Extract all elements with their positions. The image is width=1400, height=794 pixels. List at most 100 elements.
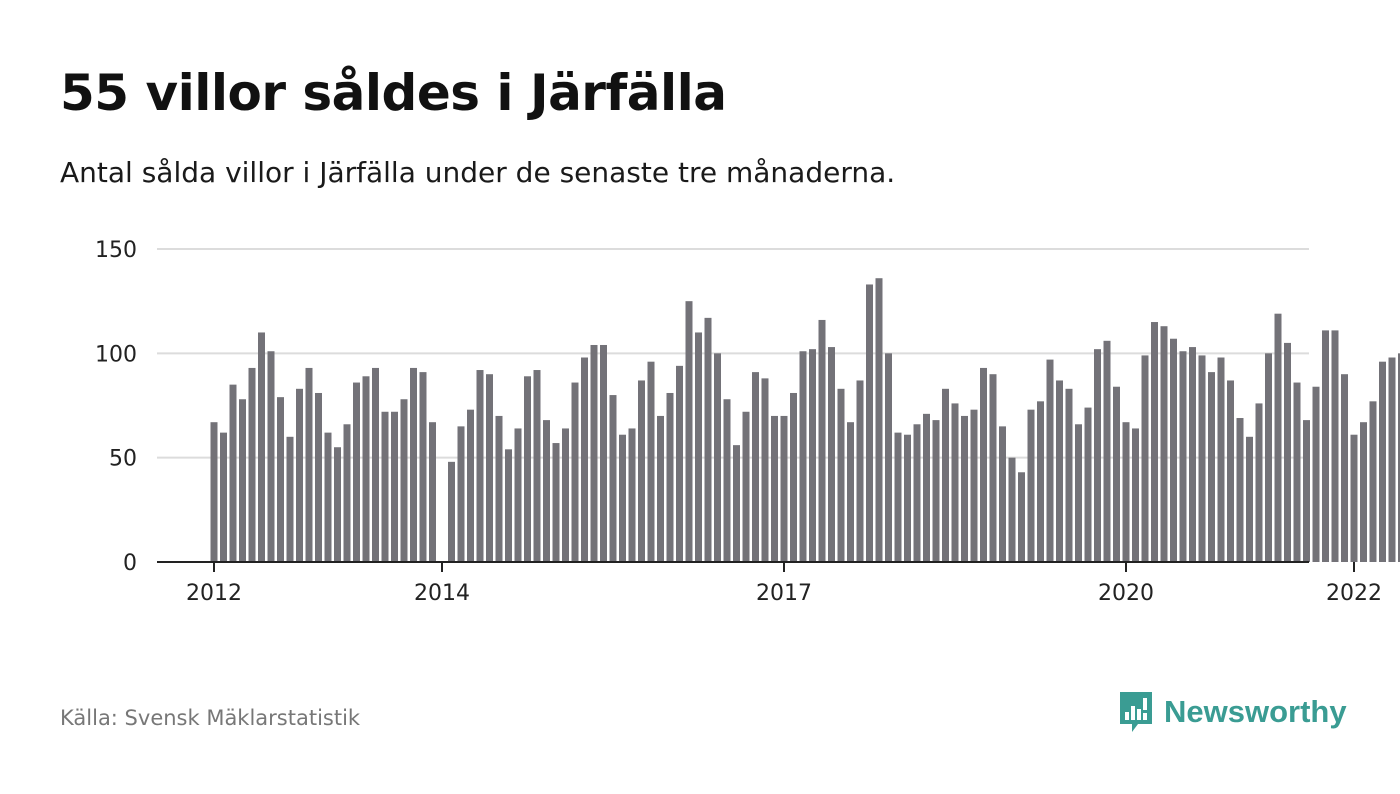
x-axis-ticks: 2012 2014 2017 2020 2022 xyxy=(186,562,1382,606)
bar xyxy=(733,445,740,562)
bar xyxy=(1246,436,1253,562)
bar xyxy=(467,409,474,562)
bar xyxy=(1198,355,1206,562)
bar xyxy=(752,372,759,562)
bars xyxy=(210,278,1400,562)
y-tick-label: 50 xyxy=(109,447,137,472)
bar xyxy=(628,428,636,562)
bar xyxy=(315,392,322,562)
bar-chart-speech-bubble-icon xyxy=(1120,692,1152,732)
bar xyxy=(1179,351,1187,562)
bar xyxy=(1160,326,1168,562)
bar xyxy=(381,411,389,562)
bar xyxy=(818,319,826,562)
bar xyxy=(1103,340,1111,562)
bar xyxy=(324,432,332,562)
bar xyxy=(362,376,370,562)
bar xyxy=(1255,403,1263,562)
bar xyxy=(505,449,512,562)
bar xyxy=(372,367,379,562)
x-tick-label: 2022 xyxy=(1326,581,1382,606)
bar xyxy=(704,317,712,562)
bar xyxy=(1293,382,1301,562)
bar xyxy=(932,420,940,562)
bar xyxy=(258,332,265,562)
bar xyxy=(828,347,835,562)
y-tick-label: 100 xyxy=(95,342,137,367)
bar xyxy=(856,380,864,562)
bar xyxy=(600,344,607,562)
bar xyxy=(1369,401,1377,562)
bar xyxy=(1303,420,1310,562)
x-tick-label: 2020 xyxy=(1098,581,1154,606)
bar xyxy=(647,361,655,562)
bar xyxy=(1236,418,1244,562)
bar xyxy=(771,415,778,562)
y-axis-ticks: 0 50 100 150 xyxy=(95,238,137,576)
bar xyxy=(1056,380,1063,562)
bar xyxy=(1037,401,1044,562)
bar xyxy=(1227,380,1234,562)
x-tick-label: 2014 xyxy=(414,581,470,606)
bar xyxy=(571,382,579,562)
y-tick-label: 0 xyxy=(123,551,137,576)
bar xyxy=(1170,338,1177,562)
bar xyxy=(951,403,959,562)
chart-title: 55 villor såldes i Järfälla xyxy=(60,64,727,122)
bar xyxy=(229,384,237,562)
bar xyxy=(286,436,294,562)
bar xyxy=(942,388,949,562)
bar xyxy=(695,332,702,562)
bar xyxy=(353,382,360,562)
source-note: Källa: Svensk Mäklarstatistik xyxy=(60,706,361,730)
bar xyxy=(1284,342,1291,562)
bar xyxy=(638,380,645,562)
brand-logo[interactable]: Newsworthy xyxy=(1118,690,1347,734)
bar xyxy=(923,413,930,562)
bar xyxy=(1350,434,1358,562)
bar xyxy=(1075,424,1082,562)
bar xyxy=(239,399,246,562)
bar xyxy=(1208,372,1215,562)
bar xyxy=(875,278,883,562)
bar xyxy=(970,409,978,562)
bar xyxy=(609,395,617,562)
bar xyxy=(1189,347,1196,562)
bar xyxy=(1388,357,1396,562)
bar xyxy=(1379,361,1386,562)
gridlines xyxy=(157,248,1309,459)
bar xyxy=(1312,386,1320,562)
bar xyxy=(1274,313,1282,562)
bar xyxy=(1265,353,1272,562)
bar xyxy=(1217,357,1225,562)
bar xyxy=(343,424,351,562)
bar xyxy=(913,424,921,562)
bar xyxy=(961,415,968,562)
x-tick-label: 2017 xyxy=(756,581,812,606)
bar xyxy=(1331,330,1339,562)
bar xyxy=(419,372,427,562)
bar xyxy=(1341,374,1348,562)
bar xyxy=(866,284,873,562)
bar xyxy=(543,420,550,562)
bar xyxy=(723,399,731,562)
bar xyxy=(1018,472,1025,562)
bar xyxy=(220,432,227,562)
bar xyxy=(581,357,588,562)
bar xyxy=(809,349,816,562)
brand-name: Newsworthy xyxy=(1164,694,1347,729)
bar xyxy=(714,353,721,562)
bar xyxy=(296,388,303,562)
bar xyxy=(562,428,569,562)
bar xyxy=(1122,422,1130,562)
bar xyxy=(989,374,997,562)
bar xyxy=(1360,422,1367,562)
bar xyxy=(514,428,522,562)
bar xyxy=(210,422,218,562)
bar xyxy=(1084,407,1092,562)
bar xyxy=(676,365,683,562)
y-tick-label: 150 xyxy=(95,238,137,263)
bar xyxy=(619,434,626,562)
bar xyxy=(904,434,911,562)
bar xyxy=(1008,457,1016,562)
